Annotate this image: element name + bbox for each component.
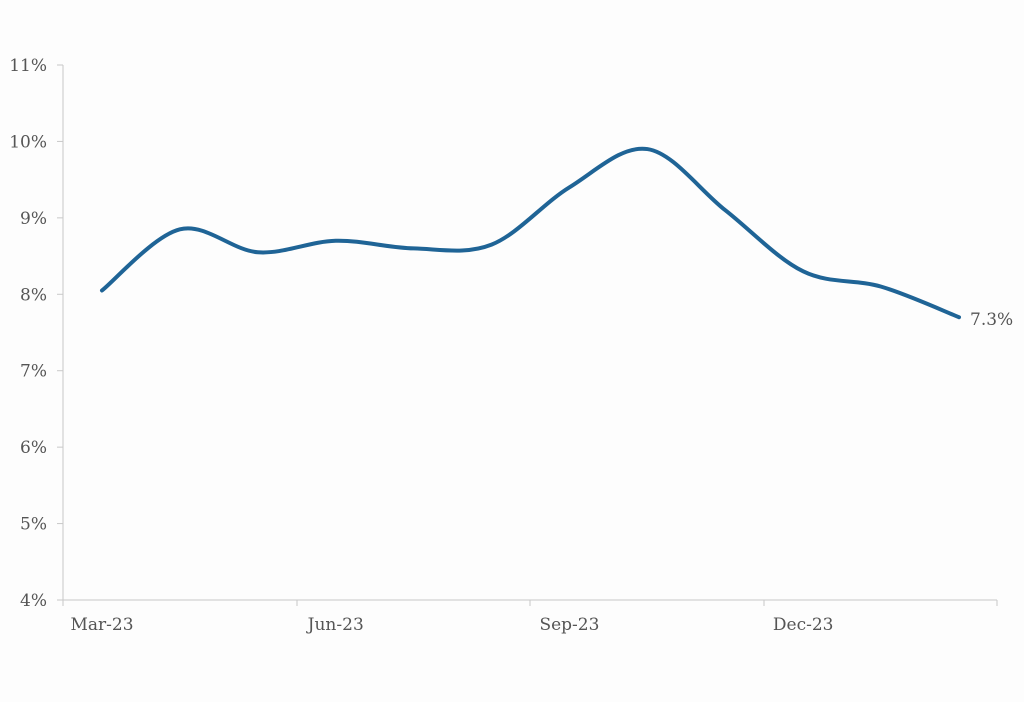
series-group bbox=[100, 146, 961, 320]
y-tick-label: 10% bbox=[9, 132, 47, 152]
y-tick-label: 9% bbox=[20, 209, 47, 229]
x-tick-label: Sep-23 bbox=[539, 615, 599, 635]
y-tick-label: 6% bbox=[20, 438, 47, 458]
y-tick-label: 8% bbox=[20, 285, 47, 305]
series-line bbox=[100, 146, 961, 320]
x-tick-label: Dec-23 bbox=[773, 615, 834, 635]
y-tick-label: 5% bbox=[20, 515, 47, 535]
y-axis: 4% 5% 6% 7% 8% 9% 10% 11% bbox=[9, 56, 64, 611]
x-tick-label: Mar-23 bbox=[70, 615, 133, 635]
end-value-label: 7.3% bbox=[970, 310, 1013, 330]
x-tick-label: Jun-23 bbox=[306, 615, 364, 635]
x-axis: Mar-23 Jun-23 Sep-23 Dec-23 bbox=[62, 599, 998, 635]
y-tick-label: 7% bbox=[20, 362, 47, 382]
y-tick-label: 11% bbox=[9, 56, 47, 76]
y-tick-label: 4% bbox=[20, 591, 47, 611]
